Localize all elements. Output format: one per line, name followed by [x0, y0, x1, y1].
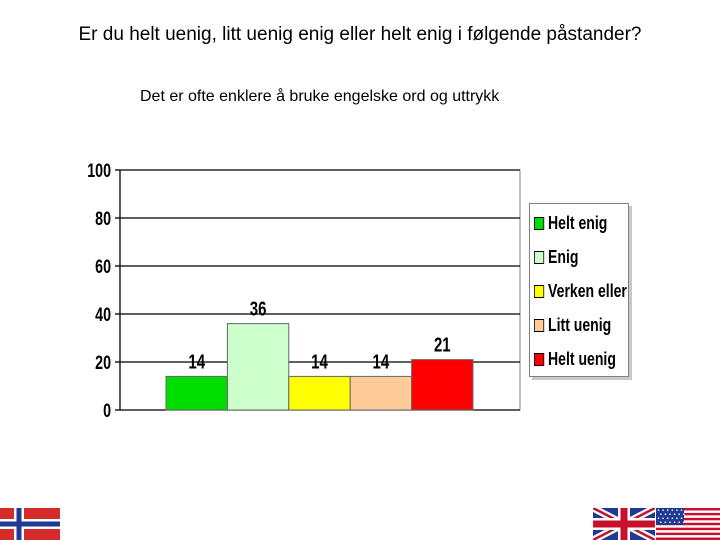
- data-label: 21: [434, 333, 451, 356]
- legend-item: Helt uenig: [534, 344, 616, 374]
- y-tick-label: 100: [87, 160, 111, 181]
- data-label: 36: [250, 297, 267, 320]
- bar-4: [349, 375, 413, 411]
- legend-item: Enig: [534, 242, 578, 272]
- bar-5: [411, 359, 474, 411]
- data-label: 14: [188, 350, 205, 373]
- norway-flag-icon: [0, 508, 60, 540]
- uk-flag-icon: [593, 508, 655, 540]
- legend-swatch: [534, 250, 545, 264]
- legend-swatch: [534, 352, 545, 366]
- usa-flag-icon: [656, 508, 720, 540]
- bar-1: [165, 375, 228, 411]
- chart-subtitle: Det er ofte enklere å bruke engelske ord…: [140, 88, 500, 105]
- y-tick-label: 80: [95, 208, 111, 229]
- y-tick-label: 0: [103, 400, 111, 421]
- legend-label: Helt uenig: [548, 348, 616, 369]
- y-tick-label: 20: [95, 352, 111, 373]
- legend-item: Verken eller: [534, 276, 627, 306]
- chart-legend: Helt enig Enig Verken eller Litt uenig Helt …: [529, 203, 629, 377]
- y-tick-label: 40: [95, 304, 111, 325]
- legend-label: Helt enig: [548, 212, 608, 233]
- y-tick-label: 60: [95, 256, 111, 277]
- legend-swatch: [534, 284, 545, 298]
- page-title: Er du helt uenig, litt uenig enig eller …: [78, 24, 642, 45]
- legend-label: Enig: [548, 246, 579, 267]
- legend-item: Helt enig: [534, 208, 607, 238]
- bar-2: [226, 323, 290, 411]
- legend-label: Verken eller: [548, 280, 627, 301]
- data-label: 14: [311, 350, 328, 373]
- legend-label: Litt uenig: [548, 314, 612, 335]
- bar-3: [288, 375, 351, 411]
- data-label: 14: [373, 350, 390, 373]
- legend-swatch: [534, 318, 545, 332]
- legend-swatch: [534, 216, 545, 230]
- legend-item: Litt uenig: [534, 310, 611, 340]
